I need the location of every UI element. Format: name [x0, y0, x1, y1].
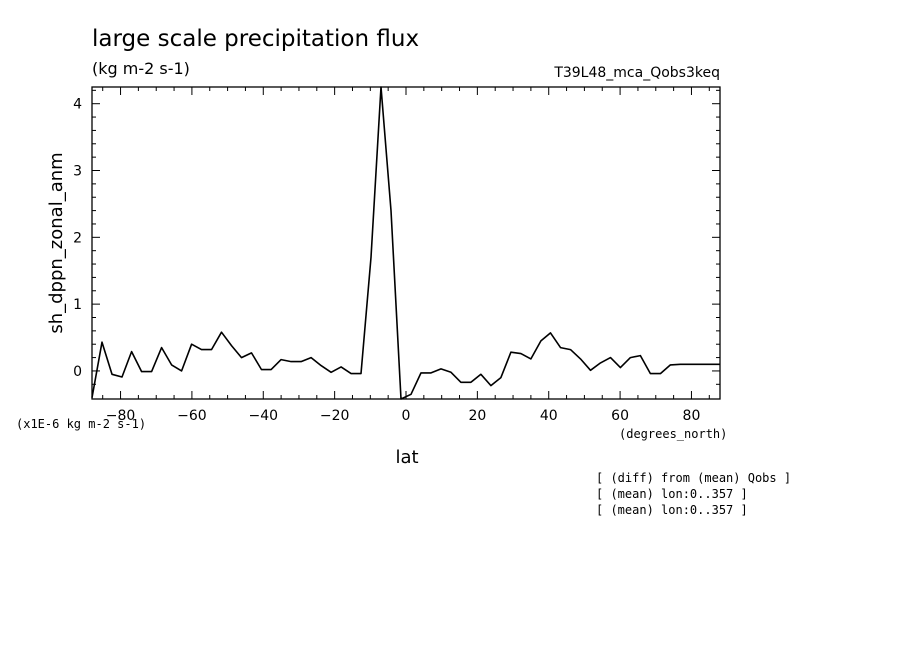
y-tick-label: 2 — [73, 230, 82, 246]
chart-units: (kg m-2 s-1) — [92, 59, 190, 78]
plot-axes — [91, 86, 721, 400]
x-tick-label: 80 — [683, 408, 701, 424]
series-group — [91, 86, 720, 400]
note-line: [ (mean) lon:0..357 ] — [596, 487, 748, 501]
x-units-label: (degrees_north) — [619, 427, 727, 441]
x-tick-label: 0 — [402, 408, 411, 424]
y-tick-label: 3 — [73, 164, 82, 180]
y-tick-label: 0 — [73, 364, 82, 380]
x-tick-label: −80 — [106, 408, 136, 424]
y-scale-note: (x1E-6 kg m-2 s-1) — [16, 417, 146, 431]
x-tick-label: 40 — [540, 408, 558, 424]
x-axis-label: lat — [395, 447, 418, 468]
y-tick-labels: 0 1 2 3 4 — [73, 97, 82, 380]
y-tick-label: 1 — [73, 297, 82, 313]
y-tick-label: 4 — [73, 97, 82, 113]
note-line: [ (diff) from (mean) Qobs ] — [596, 471, 791, 485]
series-line — [91, 86, 720, 400]
x-tick-label: 20 — [468, 408, 486, 424]
x-tick-label: −20 — [320, 408, 350, 424]
note-line: [ (mean) lon:0..357 ] — [596, 503, 748, 517]
x-tick-label: 60 — [611, 408, 629, 424]
plot-frame — [91, 86, 721, 400]
x-tick-labels: −80 −60 −40 −20 0 20 40 60 80 — [106, 408, 701, 424]
y-axis-label: sh_dppn_zonal_anm — [46, 152, 67, 333]
x-tick-label: −60 — [177, 408, 207, 424]
run-label: T39L48_mca_Qobs3keq — [553, 65, 720, 81]
x-tick-label: −40 — [248, 408, 278, 424]
chart-title: large scale precipitation flux — [92, 26, 419, 52]
